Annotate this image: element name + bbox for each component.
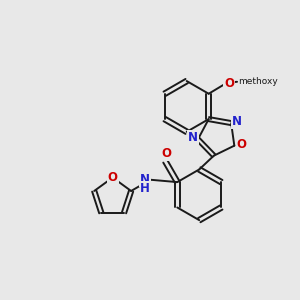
Text: N: N	[188, 131, 198, 144]
Text: O: O	[108, 171, 118, 184]
Text: O: O	[237, 138, 247, 151]
Text: O: O	[224, 77, 234, 90]
Text: N: N	[232, 115, 242, 128]
Text: H: H	[140, 182, 150, 195]
Text: methoxy: methoxy	[238, 77, 278, 86]
Text: N: N	[140, 173, 150, 186]
Text: O: O	[162, 147, 172, 161]
